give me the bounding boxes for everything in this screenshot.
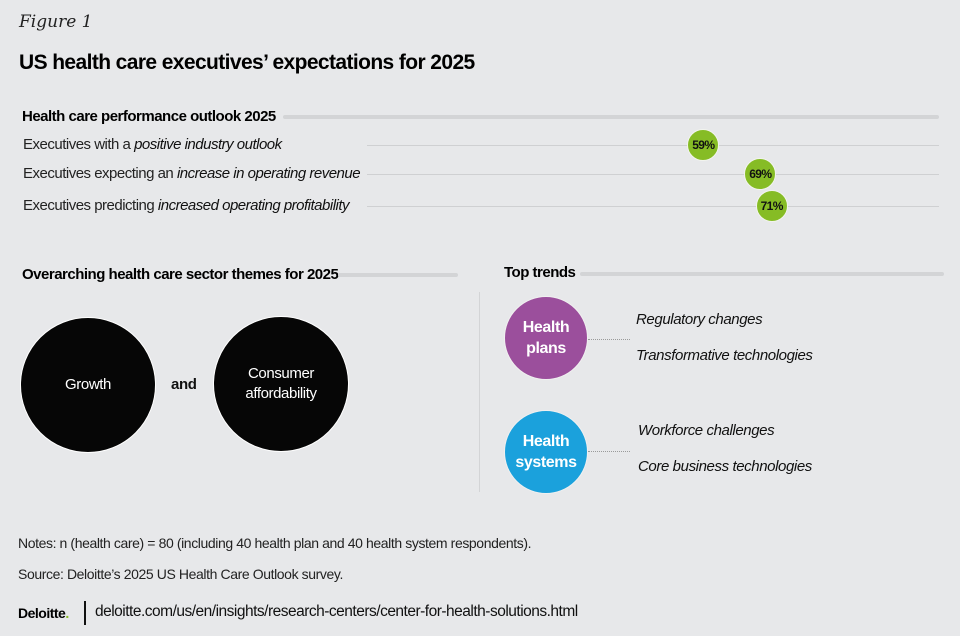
chart-title: Health care performance outlook 2025	[22, 108, 276, 125]
trends-title-rule	[580, 272, 944, 276]
theme-circle-affordability: Consumer affordability	[213, 316, 349, 452]
themes-connector: and	[171, 376, 197, 393]
row-label-emphasis: increase in operating revenue	[176, 165, 361, 182]
trend-item: Workforce challenges	[638, 422, 775, 439]
row-track-line	[367, 145, 939, 146]
data-label: 59%	[692, 138, 715, 152]
data-point-bubble: 71%	[755, 190, 788, 222]
themes-title: Overarching health care sector themes fo…	[22, 266, 339, 283]
deloitte-logo: Deloitte.	[18, 605, 69, 621]
row-label: Executives with a positive industry outl…	[23, 136, 282, 153]
theme-label-affordability: Consumer affordability	[245, 365, 317, 402]
themes-title-rule	[338, 273, 458, 277]
notes-text: Notes: n (health care) = 80 (including 4…	[18, 535, 532, 551]
logo-dot: .	[65, 605, 69, 621]
row-label-emphasis: increased operating profitability	[157, 197, 350, 214]
data-point-bubble: 59%	[687, 129, 720, 161]
row-track-line	[367, 174, 939, 175]
row-label-prefix: Executives predicting	[23, 197, 158, 214]
footer-url-link[interactable]: deloitte.com/us/en/insights/research-cen…	[95, 603, 578, 620]
row-label: Executives predicting increased operatin…	[23, 197, 350, 214]
row-label-prefix: Executives with a	[23, 136, 135, 153]
theme-circle-growth: Growth	[20, 317, 156, 453]
figure-label: Figure 1	[19, 12, 93, 32]
logo-text: Deloitte	[18, 605, 66, 621]
trend-item: Core business technologies	[638, 458, 812, 475]
trends-title: Top trends	[504, 264, 576, 281]
health-plans-label-2: plans	[526, 340, 566, 357]
row-label-emphasis: positive industry outlook	[134, 136, 282, 153]
health-plans-circle: Health plans	[504, 296, 588, 380]
data-point-bubble: 69%	[744, 158, 777, 190]
trend-item: Regulatory changes	[636, 311, 763, 328]
data-label: 71%	[760, 199, 784, 213]
health-systems-circle: Health systems	[504, 410, 588, 494]
health-systems-label-2: systems	[515, 454, 577, 471]
health-plans-label-1: Health	[522, 319, 570, 336]
health-systems-label-1: Health	[522, 433, 570, 450]
chart-title-rule	[283, 115, 939, 119]
row-label: Executives expecting an increase in oper…	[23, 165, 361, 182]
row-track-line	[367, 206, 939, 207]
source-text: Source: Deloitte’s 2025 US Health Care O…	[18, 566, 343, 582]
data-label: 69%	[749, 167, 772, 181]
section-divider	[479, 292, 480, 492]
trend-item: Transformative technologies	[636, 347, 813, 364]
theme-label-growth: Growth	[65, 376, 111, 393]
row-label-prefix: Executives expecting an	[23, 165, 177, 182]
page-title: US health care executives’ expectations …	[19, 51, 475, 74]
health-systems-connector	[588, 451, 630, 452]
footer-separator	[84, 601, 86, 625]
health-plans-connector	[588, 339, 630, 340]
